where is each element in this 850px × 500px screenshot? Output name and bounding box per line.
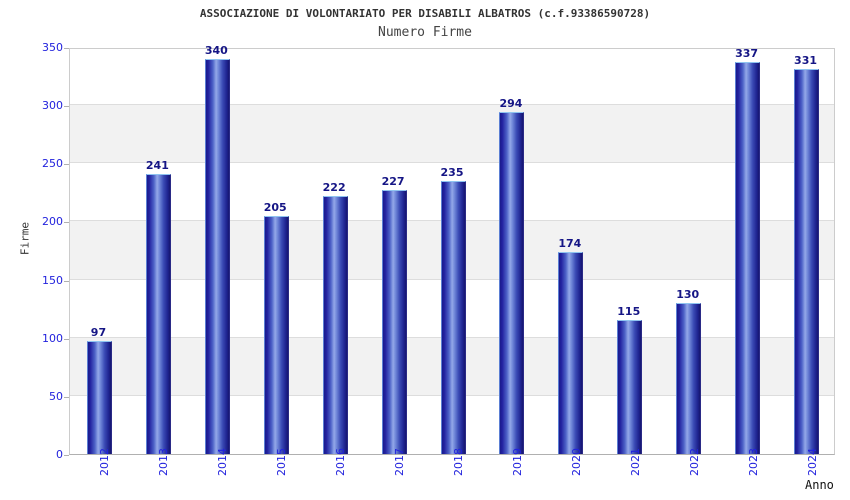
x-axis-tick-label: 2015 bbox=[275, 448, 289, 476]
y-axis-tick-label: 350 bbox=[42, 41, 63, 54]
y-axis-tick-mark bbox=[64, 106, 69, 108]
bar-value-label: 205 bbox=[263, 200, 287, 214]
bar-value-label: 294 bbox=[499, 97, 523, 111]
chart-subtitle: Numero Firme bbox=[378, 25, 472, 40]
plot-area bbox=[69, 48, 835, 455]
bar-value-label: 222 bbox=[322, 180, 346, 194]
bar[interactable] bbox=[381, 190, 407, 454]
y-axis-tick-mark bbox=[64, 164, 69, 166]
y-axis-title: Firme bbox=[18, 221, 32, 256]
bar-value-label: 241 bbox=[145, 158, 169, 172]
x-axis-tick-label: 2018 bbox=[452, 448, 465, 476]
y-axis-tick-label: 50 bbox=[49, 389, 63, 403]
bar[interactable] bbox=[735, 62, 761, 454]
y-axis-tick-mark bbox=[64, 338, 69, 340]
bar[interactable] bbox=[676, 302, 702, 454]
y-axis-tick-label: 0 bbox=[56, 448, 63, 461]
bar-value-label: 235 bbox=[440, 165, 464, 179]
y-axis-tick-label: 150 bbox=[42, 273, 63, 287]
x-axis-tick-label: 2020 bbox=[569, 448, 583, 476]
y-axis-tick-label: 200 bbox=[42, 215, 63, 229]
y-axis-tick-mark bbox=[64, 396, 69, 398]
bar-value-label: 130 bbox=[676, 287, 700, 301]
bar-value-label: 97 bbox=[90, 326, 107, 340]
chart-title: ASSOCIAZIONE DI VOLONTARIATO PER DISABIL… bbox=[199, 7, 651, 20]
bar[interactable] bbox=[86, 341, 112, 454]
x-axis-tick-label: 2014 bbox=[216, 448, 230, 476]
background-band bbox=[70, 105, 834, 164]
bar[interactable] bbox=[499, 112, 525, 454]
y-axis-tick-mark bbox=[64, 222, 69, 224]
bar[interactable] bbox=[794, 69, 820, 454]
y-axis-tick-mark bbox=[64, 48, 69, 49]
bar-value-label: 337 bbox=[735, 47, 759, 61]
y-axis-tick-mark bbox=[64, 280, 69, 282]
x-axis-tick-label: 2019 bbox=[510, 448, 524, 476]
x-axis-title: Anno bbox=[805, 478, 834, 492]
y-axis-tick-mark bbox=[64, 455, 69, 456]
x-axis-tick-label: 2016 bbox=[334, 448, 348, 476]
bar-value-label: 115 bbox=[617, 305, 641, 319]
x-axis-tick-label: 2023 bbox=[746, 448, 760, 476]
x-axis-tick-label: 2013 bbox=[157, 448, 171, 476]
x-axis-tick-label: 2012 bbox=[98, 448, 112, 476]
bar[interactable] bbox=[617, 320, 643, 454]
x-axis-tick-label: 2021 bbox=[628, 448, 642, 476]
bar[interactable] bbox=[440, 180, 466, 454]
bar-value-label: 331 bbox=[794, 54, 818, 68]
bar[interactable] bbox=[558, 251, 584, 454]
bar-value-label: 340 bbox=[204, 43, 228, 57]
gridline bbox=[70, 162, 834, 164]
bar[interactable] bbox=[263, 215, 289, 454]
bar-value-label: 174 bbox=[558, 236, 582, 250]
x-axis-tick-label: 2024 bbox=[805, 448, 819, 476]
y-axis-tick-label: 250 bbox=[42, 157, 63, 171]
bar[interactable] bbox=[204, 58, 230, 454]
bar-value-label: 227 bbox=[381, 175, 405, 189]
bar[interactable] bbox=[322, 195, 348, 454]
gridline bbox=[70, 104, 834, 106]
x-axis-tick-label: 2017 bbox=[393, 448, 407, 476]
bar[interactable] bbox=[145, 173, 171, 454]
y-axis: 0 50 100 150 200 250 300 350 bbox=[0, 0, 69, 500]
y-axis-tick-label: 300 bbox=[42, 99, 63, 113]
y-axis-tick-label: 100 bbox=[42, 331, 63, 345]
x-axis-tick-label: 2022 bbox=[687, 448, 701, 476]
